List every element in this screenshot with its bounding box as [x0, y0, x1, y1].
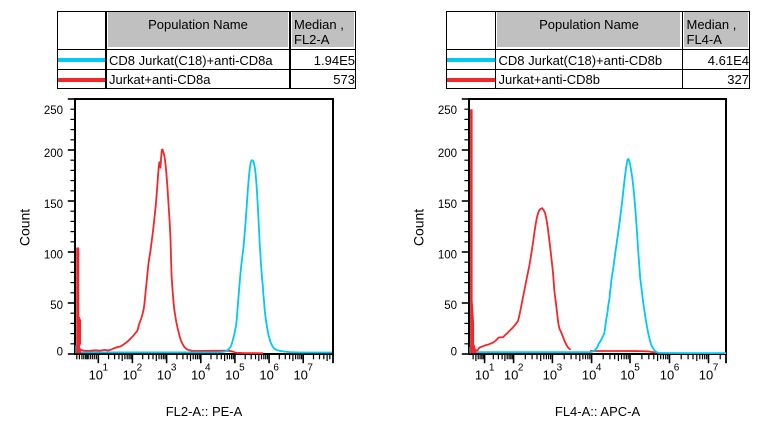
svg-text:10: 10 [293, 367, 307, 382]
svg-text:10: 10 [699, 367, 713, 382]
svg-text:200: 200 [438, 148, 457, 160]
svg-text:200: 200 [44, 148, 63, 160]
svg-text:10: 10 [225, 367, 239, 382]
svg-text:FL2-A:: PE-A: FL2-A:: PE-A [166, 404, 243, 419]
svg-text:Count: Count [17, 209, 33, 246]
svg-text:0: 0 [451, 346, 457, 358]
svg-text:150: 150 [44, 199, 63, 211]
svg-text:4: 4 [205, 362, 211, 373]
svg-text:3: 3 [557, 362, 563, 373]
svg-text:2: 2 [518, 362, 524, 373]
svg-text:10: 10 [660, 367, 674, 382]
svg-text:150: 150 [438, 199, 457, 211]
svg-text:100: 100 [438, 249, 457, 261]
svg-text:100: 100 [44, 249, 63, 261]
svg-text:10: 10 [504, 367, 518, 382]
svg-text:6: 6 [273, 362, 279, 373]
svg-text:0: 0 [57, 346, 63, 358]
svg-text:10: 10 [543, 367, 557, 382]
svg-text:10: 10 [123, 367, 137, 382]
svg-text:2: 2 [137, 362, 143, 373]
svg-text:7: 7 [307, 362, 313, 373]
svg-text:4: 4 [596, 362, 602, 373]
svg-text:10: 10 [89, 367, 103, 382]
svg-text:10: 10 [259, 367, 273, 382]
svg-text:5: 5 [239, 362, 245, 373]
svg-text:3: 3 [171, 362, 177, 373]
svg-text:10: 10 [620, 367, 634, 382]
svg-text:10: 10 [191, 367, 205, 382]
svg-text:50: 50 [444, 300, 457, 312]
svg-text:10: 10 [475, 367, 489, 382]
svg-text:10: 10 [582, 367, 596, 382]
svg-text:250: 250 [438, 105, 457, 117]
svg-text:1: 1 [103, 362, 109, 373]
svg-text:7: 7 [713, 362, 719, 373]
svg-text:50: 50 [50, 300, 63, 312]
svg-text:250: 250 [44, 105, 63, 117]
svg-text:5: 5 [634, 362, 640, 373]
svg-text:FL4-A:: APC-A: FL4-A:: APC-A [555, 404, 641, 419]
svg-text:1: 1 [489, 362, 495, 373]
svg-text:10: 10 [157, 367, 171, 382]
svg-text:6: 6 [674, 362, 680, 373]
svg-text:Count: Count [411, 209, 427, 246]
